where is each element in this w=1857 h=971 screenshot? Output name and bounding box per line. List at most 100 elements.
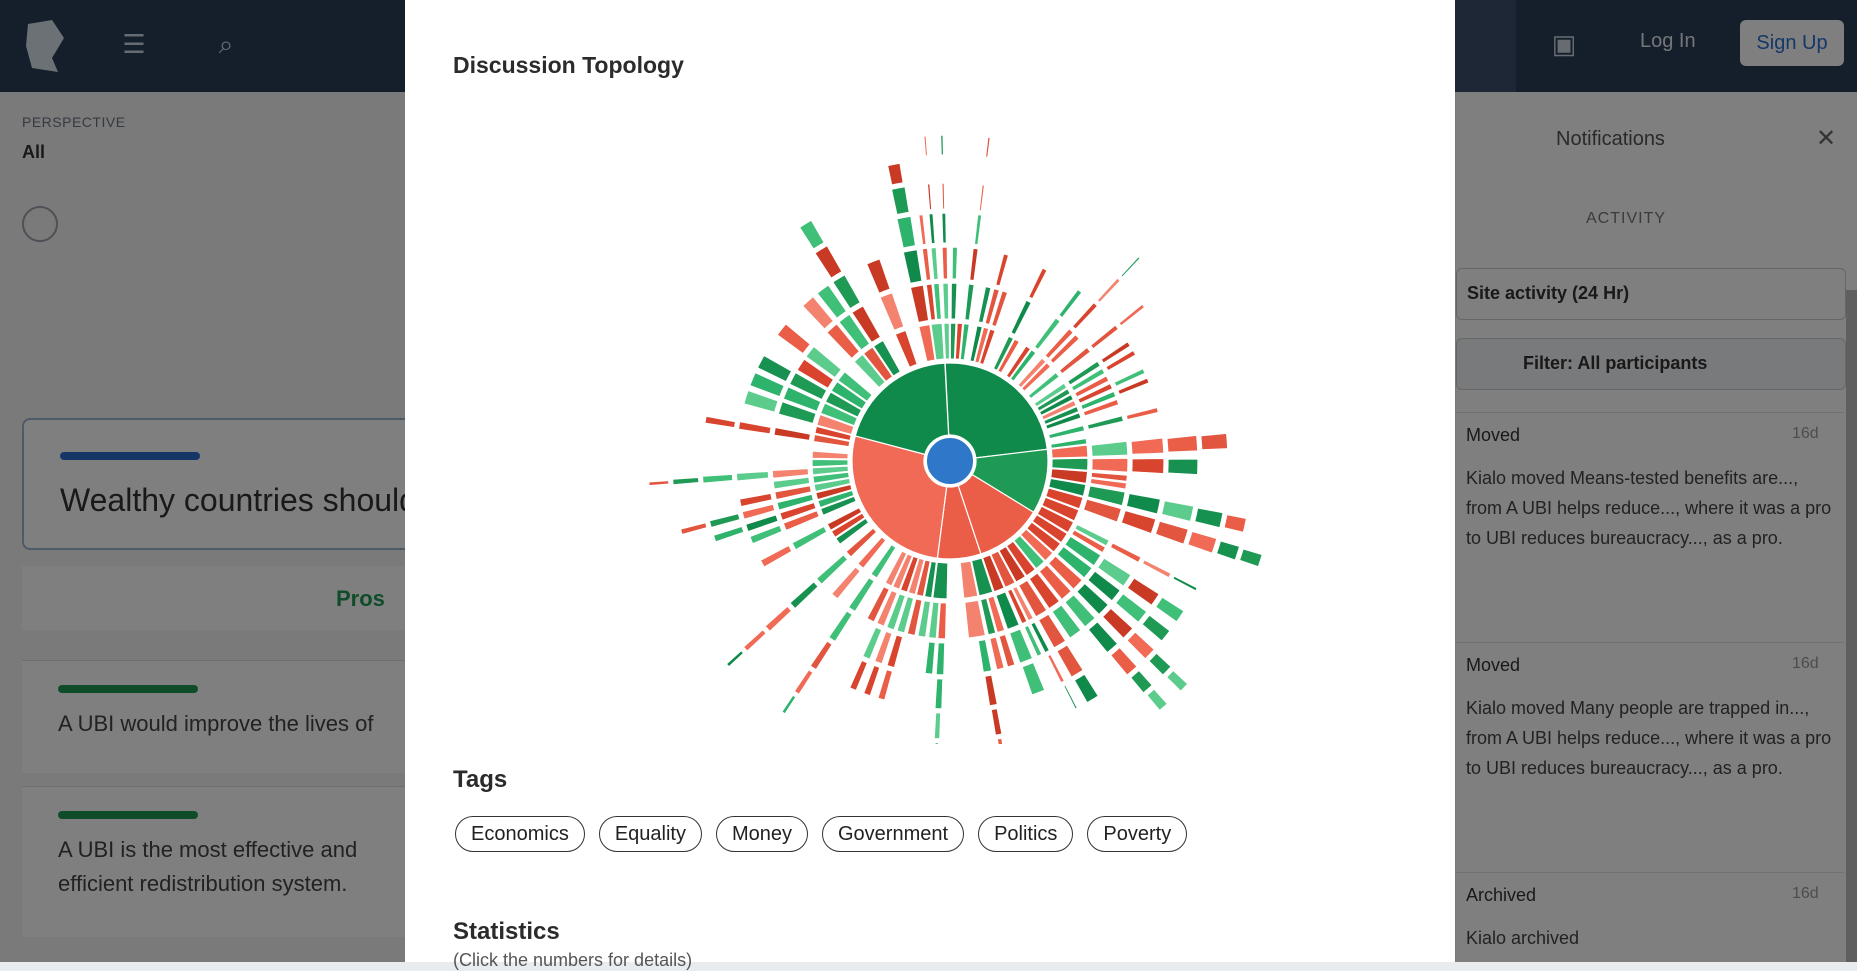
topology-segment[interactable]: [1089, 477, 1128, 490]
topology-segment[interactable]: [830, 380, 868, 411]
topology-segment[interactable]: [1238, 548, 1264, 568]
topology-segment[interactable]: [959, 560, 979, 599]
topology-segment[interactable]: [854, 362, 950, 456]
topology-segment[interactable]: [1089, 324, 1120, 350]
tag-chip[interactable]: Money: [715, 816, 808, 852]
topology-segment[interactable]: [1006, 588, 1028, 625]
topology-segment[interactable]: [891, 552, 914, 591]
topology-segment[interactable]: [1082, 498, 1123, 523]
topology-segment[interactable]: [782, 509, 821, 532]
topology-segment[interactable]: [814, 483, 853, 501]
topology-segment[interactable]: [856, 536, 887, 570]
topology-segment[interactable]: [1051, 604, 1082, 640]
topology-segment[interactable]: [1005, 345, 1032, 380]
topology-segment[interactable]: [1009, 348, 1037, 383]
topology-segment[interactable]: [902, 248, 923, 285]
topology-segment[interactable]: [782, 385, 822, 413]
topology-segment[interactable]: [1091, 457, 1129, 473]
topology-segment[interactable]: [899, 555, 920, 593]
topology-segment[interactable]: [1049, 468, 1089, 485]
topology-segment[interactable]: [1036, 387, 1072, 412]
topology-segment[interactable]: [712, 525, 745, 543]
topology-segment[interactable]: [830, 512, 866, 539]
topology-segment[interactable]: [1082, 398, 1120, 417]
topology-segment[interactable]: [1165, 669, 1189, 693]
topology-segment[interactable]: [778, 501, 817, 522]
topology-segment[interactable]: [791, 525, 828, 551]
topology-segment[interactable]: [848, 659, 869, 692]
topology-segment[interactable]: [996, 338, 1021, 374]
topology-segment[interactable]: [986, 595, 1006, 634]
topology-segment[interactable]: [773, 426, 812, 442]
topology-segment[interactable]: [1008, 628, 1034, 665]
topology-segment[interactable]: [1215, 540, 1241, 561]
topology-segment[interactable]: [776, 493, 815, 511]
topology-segment[interactable]: [804, 345, 843, 379]
topology-segment[interactable]: [1049, 437, 1088, 450]
topology-segment[interactable]: [834, 517, 870, 546]
topology-segment[interactable]: [877, 668, 894, 701]
topology-segment[interactable]: [1071, 301, 1099, 331]
topology-segment[interactable]: [926, 159, 930, 181]
topology-segment[interactable]: [1019, 528, 1054, 562]
topology-segment[interactable]: [1116, 377, 1150, 396]
topology-segment[interactable]: [973, 213, 983, 246]
topology-segment[interactable]: [1166, 434, 1199, 453]
topology-segment[interactable]: [1147, 652, 1173, 677]
topology-segment[interactable]: [1154, 520, 1190, 546]
topology-segment[interactable]: [924, 641, 936, 675]
topology-segment[interactable]: [814, 425, 853, 442]
topology-segment[interactable]: [970, 557, 994, 597]
topology-segment[interactable]: [1047, 555, 1084, 591]
topology-segment[interactable]: [1046, 653, 1066, 684]
topology-segment[interactable]: [933, 711, 942, 740]
topology-segment[interactable]: [1055, 644, 1085, 679]
topology-segment[interactable]: [742, 628, 768, 653]
topology-segment[interactable]: [998, 545, 1027, 583]
topology-segment[interactable]: [941, 158, 944, 180]
topology-segment[interactable]: [1049, 333, 1081, 365]
topology-segment[interactable]: [1044, 487, 1084, 510]
topology-segment[interactable]: [907, 557, 926, 596]
topology-segment[interactable]: [1086, 570, 1122, 602]
topology-segment[interactable]: [1125, 492, 1162, 515]
topology-segment[interactable]: [1010, 299, 1033, 336]
topology-segment[interactable]: [831, 273, 862, 310]
topology-segment[interactable]: [704, 415, 737, 429]
topology-segment[interactable]: [954, 322, 964, 361]
topology-segment[interactable]: [1047, 424, 1086, 440]
topology-segment[interactable]: [862, 345, 894, 383]
topology-segment[interactable]: [847, 576, 876, 613]
topology-segment[interactable]: [1058, 346, 1092, 375]
topology-segment[interactable]: [894, 329, 919, 369]
topology-segment[interactable]: [932, 561, 949, 600]
topology-segment[interactable]: [1126, 631, 1156, 660]
topology-segment[interactable]: [959, 323, 970, 361]
topology-segment[interactable]: [934, 677, 944, 710]
topology-segment[interactable]: [811, 465, 850, 476]
topology-segment[interactable]: [1154, 596, 1185, 623]
topology-segment[interactable]: [701, 473, 734, 484]
topology-segment[interactable]: [994, 253, 1010, 287]
topology-segment[interactable]: [1033, 316, 1062, 351]
topology-segment[interactable]: [909, 284, 930, 324]
topology-segment[interactable]: [978, 184, 986, 212]
topology-segment[interactable]: [1037, 613, 1067, 649]
topology-segment[interactable]: [813, 477, 852, 493]
topology-segment[interactable]: [950, 282, 958, 320]
topology-segment[interactable]: [793, 668, 814, 696]
topology-segment[interactable]: [866, 585, 891, 623]
topology-segment[interactable]: [1073, 673, 1100, 704]
topology-segment[interactable]: [969, 324, 984, 363]
topology-segment[interactable]: [1012, 534, 1046, 570]
topology-segment[interactable]: [1096, 277, 1122, 304]
topology-segment[interactable]: [932, 282, 943, 321]
topology-segment[interactable]: [934, 741, 940, 744]
topology-segment[interactable]: [1044, 411, 1082, 430]
topology-segment[interactable]: [974, 326, 990, 364]
topology-segment[interactable]: [811, 450, 849, 460]
topology-segment[interactable]: [1193, 507, 1224, 529]
topology-segment[interactable]: [780, 694, 797, 715]
topology-segment[interactable]: [990, 550, 1016, 589]
topology-segment[interactable]: [1041, 496, 1080, 522]
